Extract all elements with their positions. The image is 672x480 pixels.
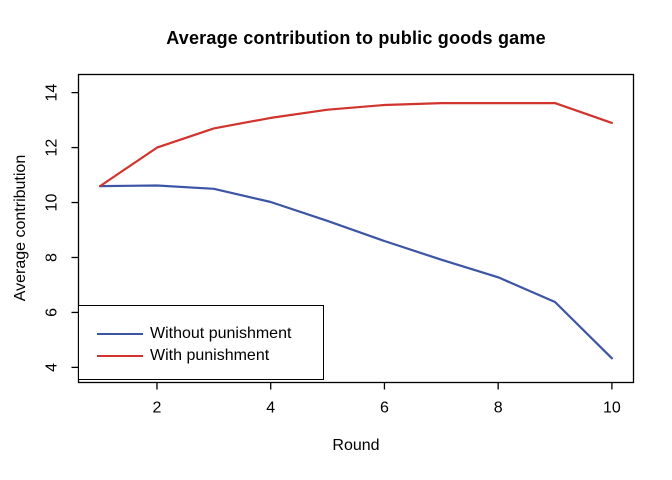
x-axis-label: Round bbox=[332, 437, 380, 454]
legend-label-without-punishment: Without punishment bbox=[150, 325, 292, 342]
y-axis-label: Average contribution bbox=[12, 154, 29, 302]
legend-item-with-punishment: With punishment bbox=[97, 345, 323, 367]
x-tick-label: 8 bbox=[494, 400, 503, 417]
plot-frame bbox=[77, 73, 635, 384]
series-line-without-punishment bbox=[98, 184, 614, 360]
x-tick-label: 2 bbox=[153, 400, 162, 417]
y-tick-label: 6 bbox=[44, 308, 61, 317]
legend: Without punishment With punishment bbox=[78, 305, 324, 380]
y-tick-label: 10 bbox=[44, 194, 61, 212]
chart-title: Average contribution to public goods gam… bbox=[166, 28, 546, 48]
y-tick-label: 14 bbox=[44, 84, 61, 102]
x-tick-label: 6 bbox=[380, 400, 389, 417]
y-tick-label: 12 bbox=[44, 139, 61, 157]
y-tick-label: 4 bbox=[44, 363, 61, 372]
y-tick-label: 8 bbox=[44, 253, 61, 262]
legend-label-with-punishment: With punishment bbox=[150, 347, 270, 364]
x-tick-label: 4 bbox=[266, 400, 275, 417]
line-swatch-without-punishment bbox=[97, 333, 143, 335]
legend-item-without-punishment: Without punishment bbox=[97, 323, 323, 345]
series-line-with-punishment bbox=[98, 101, 614, 188]
line-swatch-with-punishment bbox=[97, 355, 143, 357]
x-tick-label: 10 bbox=[603, 400, 621, 417]
